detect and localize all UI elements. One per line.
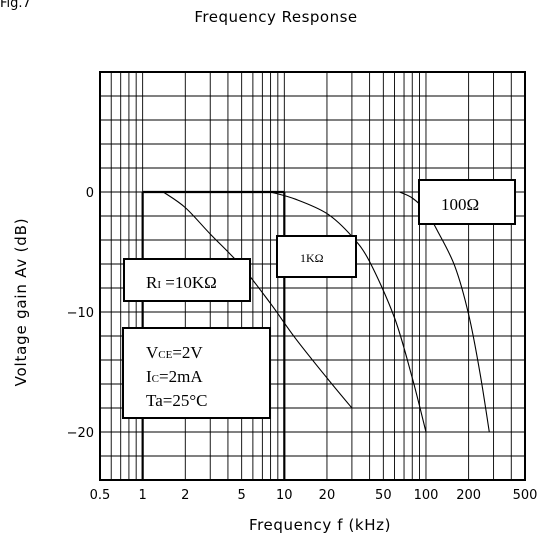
annotation-r100: 100Ω: [441, 195, 479, 214]
x-tick-label: 50: [375, 488, 392, 503]
figure-label: Fig.7: [0, 0, 31, 11]
chart-title: Frequency Response: [194, 8, 358, 26]
annotation-r1k: 1KΩ: [300, 251, 324, 265]
annotation-condition: VCE=2V: [146, 343, 203, 362]
series-line-0: [162, 191, 353, 409]
x-tick-label: 1: [139, 488, 147, 503]
x-tick-label: 0.5: [90, 488, 111, 503]
x-tick-label: 2: [181, 488, 189, 503]
annotation-condition: Ta=25°C: [146, 391, 207, 410]
y-tick-label: −10: [67, 306, 94, 321]
annotation-box-conditions: [122, 327, 271, 419]
x-tick-label: 10: [276, 488, 293, 503]
annotation-box-r10k: [123, 258, 251, 302]
y-tick-label: −20: [67, 426, 94, 441]
tick-labels: 0.5 1 2 5 10 20 50 100 200 500 0 −10 −20: [67, 186, 538, 503]
x-tick-label: 5: [238, 488, 246, 503]
annotation-r10k: RI =10KΩ: [146, 273, 217, 292]
x-tick-label: 500: [513, 488, 538, 503]
series-curves: [162, 191, 490, 433]
series-line-2: [399, 191, 490, 433]
annotation-box-r100: [418, 179, 516, 225]
x-tick-label: 100: [414, 488, 439, 503]
annotations: RI =10KΩ 1KΩ 100Ω VCE=2V IC=2mA Ta=25°C: [122, 179, 516, 419]
x-axis-label: Frequency f (kHz): [248, 516, 392, 534]
annotation-condition: IC=2mA: [146, 367, 203, 386]
y-tick-label: 0: [86, 186, 94, 201]
x-tick-label: 20: [319, 488, 336, 503]
series-line-1: [270, 191, 427, 433]
annotation-box-r1k: [276, 235, 357, 278]
x-tick-label: 200: [456, 488, 481, 503]
plot-frame: [99, 71, 526, 481]
